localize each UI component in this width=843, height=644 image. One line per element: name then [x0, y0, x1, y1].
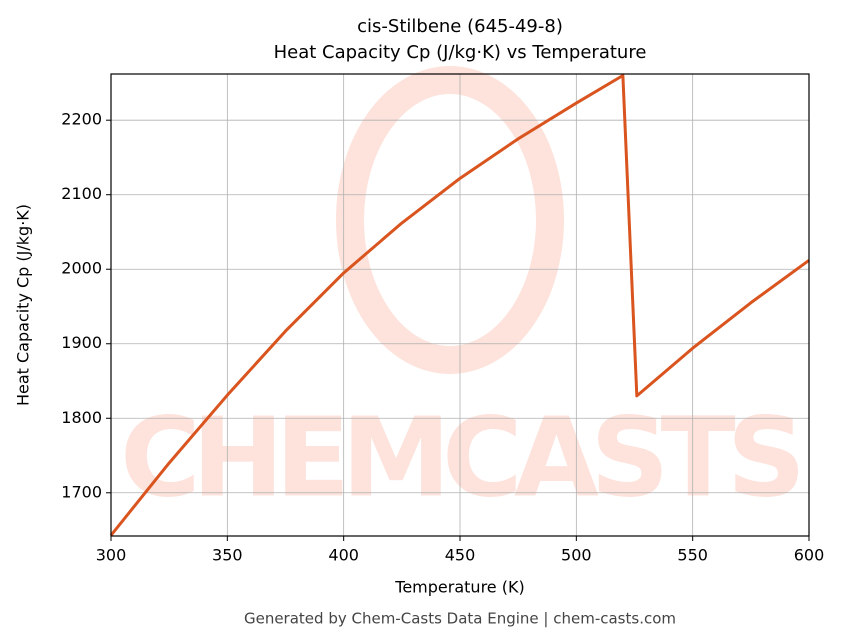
y-tick-label: 2100 — [61, 184, 102, 203]
data-line — [109, 73, 810, 537]
x-axis-label: Temperature (K) — [394, 578, 524, 597]
y-axis-label: Heat Capacity Cp (J/kg·K) — [14, 204, 33, 406]
x-tick-label: 450 — [445, 546, 476, 565]
x-tick-label: 500 — [561, 546, 592, 565]
y-tick-label: 2200 — [61, 110, 102, 129]
watermark-logo — [336, 66, 564, 374]
footer: Generated by Chem-Casts Data Engine | ch… — [244, 610, 676, 628]
y-tick-label: 2000 — [61, 259, 102, 278]
x-tick-label: 600 — [794, 546, 825, 565]
x-tick-label: 300 — [96, 546, 127, 565]
x-tick-label: 350 — [212, 546, 243, 565]
watermark: CHEMCASTS — [120, 393, 810, 521]
x-tick-label: 400 — [328, 546, 359, 565]
chart-subtitle: Heat Capacity Cp (J/kg·K) vs Temperature — [274, 42, 647, 63]
y-tick-label: 1700 — [61, 482, 102, 501]
chart-title: cis-Stilbene (645-49-8) — [357, 16, 563, 37]
x-tick-label: 550 — [677, 546, 708, 565]
y-tick-label: 1900 — [61, 333, 102, 352]
y-tick-label: 1800 — [61, 408, 102, 427]
plot-frame — [110, 73, 810, 537]
